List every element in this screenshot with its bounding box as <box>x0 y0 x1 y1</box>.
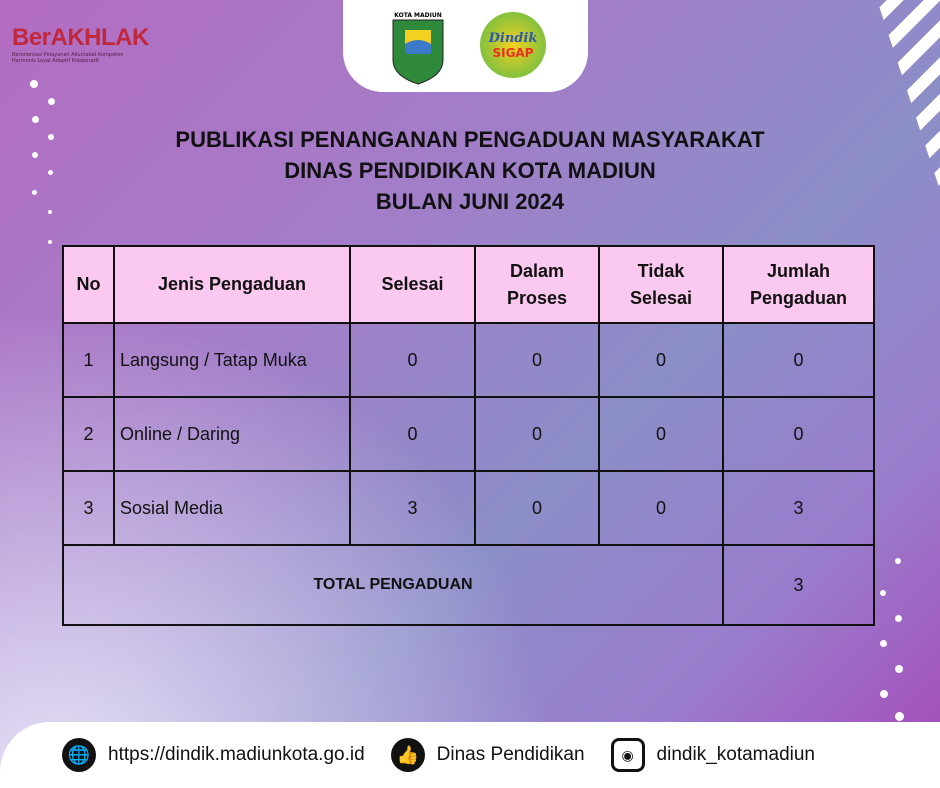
header-jenis: Jenis Pengaduan <box>113 245 351 324</box>
header-dalam-proses: Dalam Proses <box>474 245 600 324</box>
header-no: No <box>62 245 115 324</box>
kota-madiun-crest-icon: KOTA MADIUN <box>392 12 444 85</box>
header-selesai: Selesai <box>349 245 476 324</box>
table-row: 1 Langsung / Tatap Muka 0 0 0 0 <box>62 322 875 398</box>
website-link[interactable]: https://dindik.madiunkota.go.id <box>108 744 365 765</box>
header-jumlah: Jumlah Pengaduan <box>722 245 875 324</box>
logo-tagline: Berorientasi Pelayanan Akuntabel Kompete… <box>12 52 124 58</box>
table-header-row: No Jenis Pengaduan Selesai Dalam Proses … <box>62 245 875 324</box>
page-title: PUBLIKASI PENANGANAN PENGADUAN MASYARAKA… <box>175 127 765 214</box>
header-tidak-selesai: Tidak Selesai <box>598 245 724 324</box>
complaint-table: No Jenis Pengaduan Selesai Dalam Proses … <box>62 245 875 626</box>
table-row: 3 Sosial Media 3 0 0 3 <box>62 470 875 546</box>
logo-text: BerAKHLAK <box>12 24 149 51</box>
globe-icon: 🌐 <box>62 738 96 772</box>
footer: 🌐 https://dindik.madiunkota.go.id 👍 Dina… <box>0 722 940 788</box>
total-label: TOTAL PENGADUAN <box>62 544 724 626</box>
total-row: TOTAL PENGADUAN 3 <box>62 544 875 626</box>
instagram-icon: ◉ <box>610 738 645 772</box>
table-row: 2 Online / Daring 0 0 0 0 <box>62 396 875 472</box>
instagram-link[interactable]: dindik_kotamadiun <box>656 744 815 765</box>
logo-tagline: Harmonis Loyal Adaptif Kolaboratif <box>12 58 99 64</box>
logo-card: KOTA MADIUN Dindik SIGAP <box>343 0 588 92</box>
berakhlak-logo: BerAKHLAK Berorientasi Pelayanan Akuntab… <box>12 24 149 64</box>
facebook-link[interactable]: Dinas Pendidikan <box>436 744 585 765</box>
thumbs-up-icon: 👍 <box>390 738 425 772</box>
svg-text:KOTA MADIUN: KOTA MADIUN <box>394 12 442 19</box>
total-value: 3 <box>722 544 875 626</box>
dindik-sigap-logo: Dindik SIGAP <box>480 12 546 78</box>
